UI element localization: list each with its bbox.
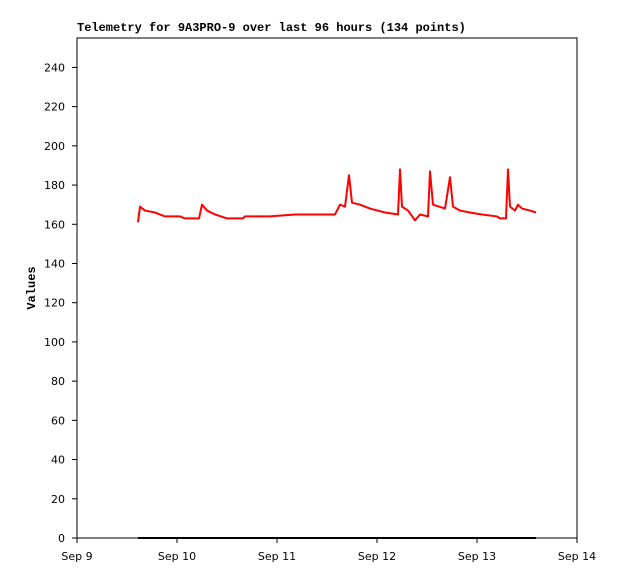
data-line — [137, 168, 537, 223]
y-tick-label: 0 — [58, 532, 65, 545]
y-tick-label: 220 — [44, 101, 65, 114]
x-tick-label: Sep 10 — [158, 550, 196, 563]
y-tick-label: 160 — [44, 218, 65, 231]
y-tick-label: 100 — [44, 336, 65, 349]
y-tick-label: 60 — [51, 414, 65, 427]
y-tick-label: 80 — [51, 375, 65, 388]
y-tick-label: 120 — [44, 297, 65, 310]
y-tick-label: 140 — [44, 257, 65, 270]
x-tick-label: Sep 9 — [61, 550, 92, 563]
x-tick-label: Sep 11 — [258, 550, 296, 563]
y-tick-label: 180 — [44, 179, 65, 192]
plot-frame — [76, 37, 578, 539]
y-tick-label: 40 — [51, 454, 65, 467]
x-tick-label: Sep 13 — [458, 550, 496, 563]
x-tick-label: Sep 14 — [558, 550, 596, 563]
y-tick-label: 240 — [44, 61, 65, 74]
x-tick-label: Sep 12 — [358, 550, 396, 563]
y-tick-label: 200 — [44, 140, 65, 153]
y-axis-label: Values — [25, 266, 39, 309]
chart-title: Telemetry for 9A3PRO-9 over last 96 hour… — [77, 21, 466, 35]
y-tick-label: 20 — [51, 493, 65, 506]
